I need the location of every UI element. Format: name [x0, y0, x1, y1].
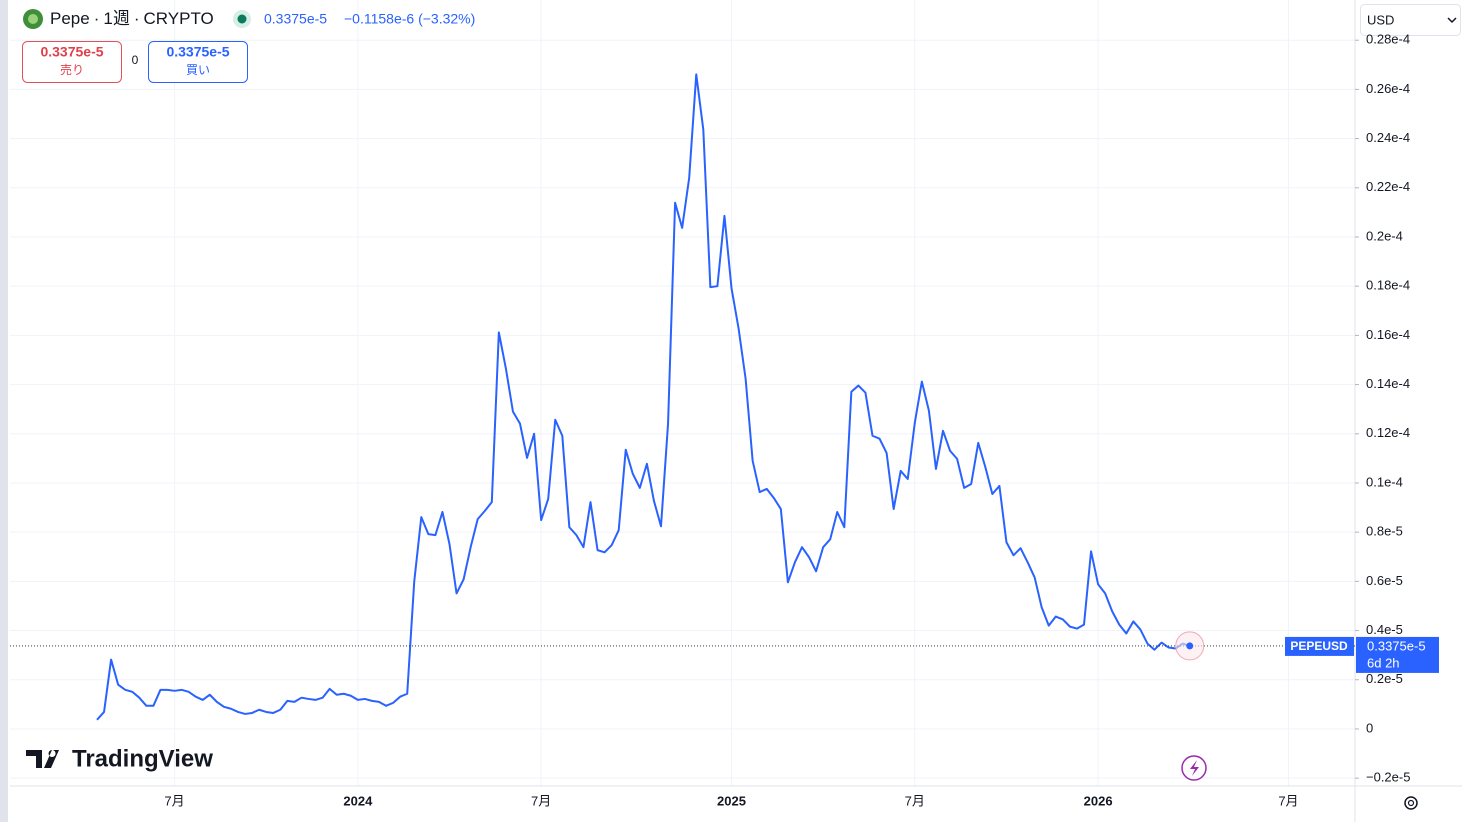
price: 0.3375e-5: [264, 11, 327, 27]
grid: [10, 0, 1355, 786]
y-tick-label: 0.4e-5: [1366, 622, 1403, 637]
x-tick-label: 7月: [531, 793, 551, 808]
y-tick-label: 0.26e-4: [1366, 81, 1410, 96]
y-tick-label: 0.8e-5: [1366, 524, 1403, 539]
alert-icon[interactable]: [1190, 760, 1199, 776]
y-tick-label: 0.24e-4: [1366, 130, 1410, 145]
currency-select[interactable]: [1360, 4, 1461, 36]
plot: [10, 73, 1355, 721]
y-tick-label: 0.1e-4: [1366, 474, 1403, 489]
logo-text: TradingView: [72, 745, 213, 772]
interval: 1週: [103, 9, 129, 28]
y-tick-label: −0.2e-5: [1366, 770, 1410, 785]
sell-button[interactable]: [22, 41, 122, 83]
symbol: Pepe · 1週 · CRYPTO: [50, 9, 214, 28]
symbol-tag: [1285, 636, 1354, 656]
settings-icon[interactable]: [1404, 796, 1418, 810]
x-tick-label: 2026: [1084, 793, 1113, 808]
x-tick-label: 7月: [164, 793, 184, 808]
separator: ·: [134, 9, 140, 28]
price-tag: [1356, 636, 1439, 673]
symbol-tag-label: PEPEUSD: [1290, 639, 1348, 653]
buy-button[interactable]: [148, 41, 248, 83]
settings-icon[interactable]: [1407, 799, 1415, 807]
countdown-label: 6d 2h: [1367, 655, 1400, 670]
logo-icon: [26, 750, 59, 768]
price-tag-label: 0.3375e-5: [1367, 638, 1426, 653]
x-tick-label: 2025: [717, 793, 746, 808]
y-tick-label: 0.12e-4: [1366, 425, 1410, 440]
dropdown-arrow[interactable]: [1447, 17, 1457, 24]
y-tick-label: 0.16e-4: [1366, 327, 1410, 342]
x-tick-label: 2024: [343, 793, 373, 808]
buy-label[interactable]: 買い: [186, 63, 210, 77]
exchange: CRYPTO: [144, 9, 214, 28]
symbol-name: Pepe: [50, 9, 90, 28]
currency[interactable]: USD: [1367, 12, 1394, 27]
y-tick-label: 0.2e-5: [1366, 671, 1403, 686]
y-tick-label: 0.22e-4: [1366, 179, 1410, 194]
spread: 0: [132, 53, 139, 67]
x-tick-label: 7月: [1278, 793, 1298, 808]
coin-icon: [28, 14, 38, 24]
separator: ·: [94, 9, 100, 28]
y-tick-label: 0.28e-4: [1366, 32, 1410, 47]
y-tick-label: 0.2e-4: [1366, 228, 1403, 243]
sell-price[interactable]: 0.3375e-5: [40, 44, 103, 60]
y-tick-label: 0.6e-5: [1366, 573, 1403, 588]
y-tick-label: 0.14e-4: [1366, 376, 1410, 391]
sell-label[interactable]: 売り: [60, 62, 84, 77]
status-dot: [237, 14, 247, 24]
change: −0.1158e-6 (−3.32%): [344, 11, 475, 27]
buy-price[interactable]: 0.3375e-5: [166, 44, 229, 60]
x-tick-label: 7月: [905, 793, 925, 808]
left-edge: [0, 0, 8, 822]
y-tick-label: 0: [1366, 720, 1373, 735]
y-tick-label: 0.18e-4: [1366, 278, 1410, 293]
price-line: [96, 73, 1191, 721]
last-price-dot: [1186, 642, 1194, 650]
